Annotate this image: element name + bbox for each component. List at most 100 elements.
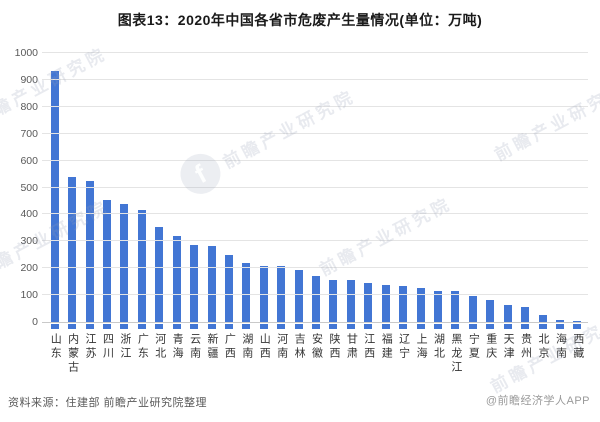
bar-column: 陕西 [325, 53, 342, 361]
axis-tick-stub [312, 324, 321, 329]
bar [312, 276, 321, 322]
bar-column: 天津 [499, 53, 516, 361]
axis-tick-stub [190, 324, 199, 329]
plot-area: 山东 内蒙古 江苏 四川 浙江 广东 河北 青海 云南 新疆 广西 湖南 山西 河南 吉林 安徽 陕西 甘肃 江西福… [15, 47, 588, 375]
bar [102, 199, 111, 322]
bar-column: 安徽 [307, 53, 324, 361]
bar [207, 246, 216, 322]
bar-column: 宁夏 [464, 53, 481, 361]
gridline [42, 213, 588, 215]
bar [68, 176, 77, 322]
x-axis-label: 山东 [49, 333, 62, 361]
x-axis-label: 广东 [136, 333, 149, 361]
axis-tick-stub [486, 324, 495, 329]
axis-tick-stub [137, 324, 146, 329]
bar [433, 290, 442, 322]
axis-tick-stub [451, 324, 460, 329]
bar-column: 甘肃 [342, 53, 359, 361]
bar-column: 上海 [412, 53, 429, 361]
x-axis-label: 河北 [153, 333, 166, 361]
axis-tick-stub [433, 324, 442, 329]
axis-tick-stub [242, 324, 251, 329]
bars-container: 山东 内蒙古 江苏 四川 浙江 广东 河北 青海 云南 新疆 广西 湖南 山西 河南 吉林 安徽 陕西 甘肃 江西福… [46, 53, 586, 375]
x-axis-label: 上海 [415, 333, 428, 361]
axis-tick-stub [207, 324, 216, 329]
bar [399, 285, 408, 322]
bar [190, 245, 199, 322]
bar [329, 279, 338, 322]
bar-column: 福建 [377, 53, 394, 361]
bar [451, 290, 460, 322]
x-axis-label: 甘肃 [345, 333, 358, 361]
bar [137, 209, 146, 322]
x-axis-label: 辽宁 [397, 333, 410, 361]
bar [85, 181, 94, 322]
gridline [42, 78, 588, 80]
bar-column: 内蒙古 [63, 53, 80, 375]
x-axis-label: 内蒙古 [66, 333, 79, 375]
x-axis-label: 北京 [537, 333, 550, 361]
x-axis-label: 湖南 [240, 333, 253, 361]
axis-tick-stub [538, 324, 547, 329]
bar-column: 黑龙江 [447, 53, 464, 375]
gridline [42, 240, 588, 242]
bar-column: 青海 [168, 53, 185, 361]
axis-tick-stub [102, 324, 111, 329]
x-axis-label: 河南 [275, 333, 288, 361]
bar-column: 河北 [151, 53, 168, 361]
axis-tick-stub [329, 324, 338, 329]
bar [242, 263, 251, 322]
axis-tick-stub [399, 324, 408, 329]
x-axis-label: 黑龙江 [449, 333, 462, 375]
x-axis-label: 宁夏 [467, 333, 480, 361]
axis-tick-stub [555, 324, 564, 329]
x-axis-label: 江苏 [84, 333, 97, 361]
bar-column: 湖北 [429, 53, 446, 361]
axis-tick-stub [277, 324, 286, 329]
y-axis-tick-label: 300 [20, 235, 38, 248]
bar-column: 四川 [98, 53, 115, 361]
bar-column: 吉林 [290, 53, 307, 361]
bar [381, 285, 390, 322]
bar [172, 235, 181, 322]
axis-tick-stub [346, 324, 355, 329]
axis-tick-stub [381, 324, 390, 329]
bar [521, 307, 530, 322]
bar-column: 西藏 [569, 53, 586, 361]
x-axis-label: 广西 [223, 333, 236, 361]
axis-tick-stub [120, 324, 129, 329]
y-axis-tick-label: 900 [20, 73, 38, 86]
bar [346, 280, 355, 322]
x-axis-label: 福建 [380, 333, 393, 361]
gridline [42, 294, 588, 296]
x-axis-label: 新疆 [206, 333, 218, 361]
x-axis-label: 吉林 [293, 333, 306, 361]
x-axis-label: 四川 [101, 333, 114, 361]
axis-tick-stub [172, 324, 181, 329]
x-axis-label: 天津 [502, 333, 515, 361]
bar-column: 广西 [220, 53, 237, 361]
bar-column: 江苏 [81, 53, 98, 361]
bar-column: 新疆 [203, 53, 220, 361]
y-axis-tick-label: 400 [20, 208, 38, 221]
axis-tick-stub [468, 324, 477, 329]
y-axis-tick-label: 0 [32, 316, 38, 328]
bar [50, 70, 59, 322]
bar [120, 203, 129, 322]
bar [259, 265, 268, 322]
bar-column: 辽宁 [394, 53, 411, 361]
bar [294, 269, 303, 322]
bar [416, 287, 425, 322]
x-axis-label: 山西 [258, 333, 271, 361]
axis-tick-stub [50, 324, 59, 329]
y-axis-tick-label: 600 [20, 154, 38, 167]
axis-tick-stub [503, 324, 512, 329]
x-axis-label: 浙江 [118, 333, 131, 361]
x-axis-label: 青海 [171, 333, 184, 361]
bar-column: 云南 [185, 53, 202, 361]
bar-column: 河南 [272, 53, 289, 361]
bar [573, 321, 582, 322]
axis-tick-stub [224, 324, 233, 329]
y-axis-tick-label: 1000 [14, 47, 38, 59]
bar [468, 295, 477, 322]
